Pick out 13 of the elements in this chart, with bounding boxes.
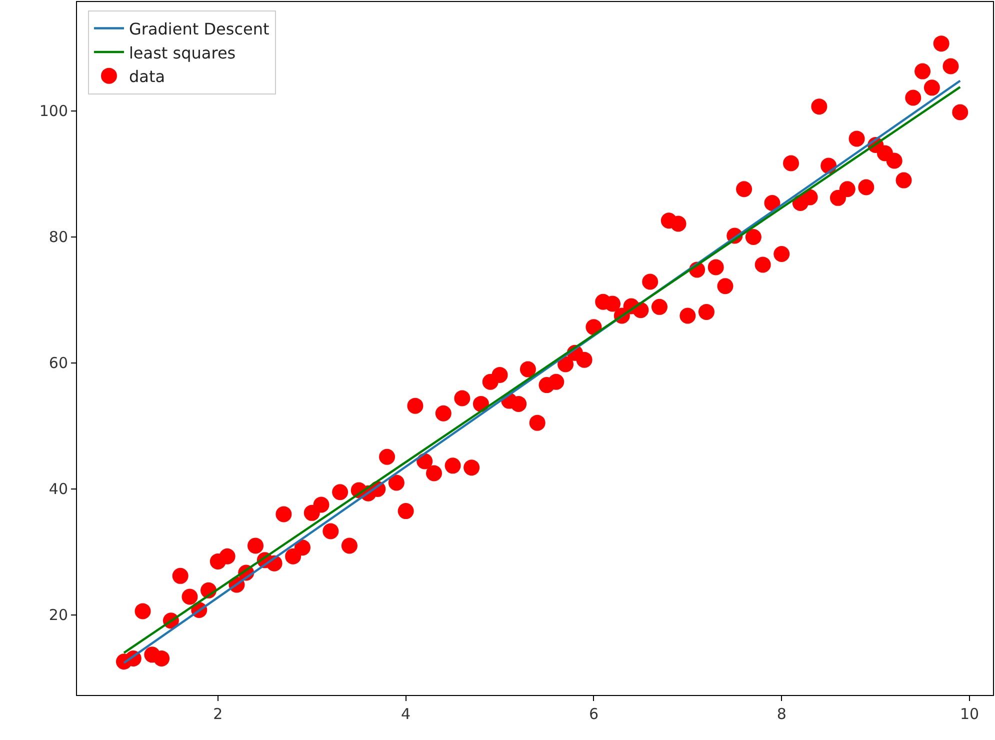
x-tick-label: 8 [776, 705, 786, 723]
y-tick-label: 80 [48, 228, 68, 246]
y-tick-label: 100 [39, 102, 68, 120]
x-tick-label: 6 [588, 705, 598, 723]
y-tick-label: 40 [48, 480, 68, 498]
x-tick-label: 10 [960, 705, 980, 723]
legend-label: Gradient Descent [128, 19, 270, 38]
x-tick-label: 2 [213, 705, 223, 723]
x-tick-label: 4 [401, 705, 411, 723]
legend-label: data [128, 67, 166, 86]
y-tick-label: 20 [48, 606, 68, 624]
y-tick-label: 60 [48, 354, 68, 372]
legend-label: least squares [128, 43, 236, 62]
